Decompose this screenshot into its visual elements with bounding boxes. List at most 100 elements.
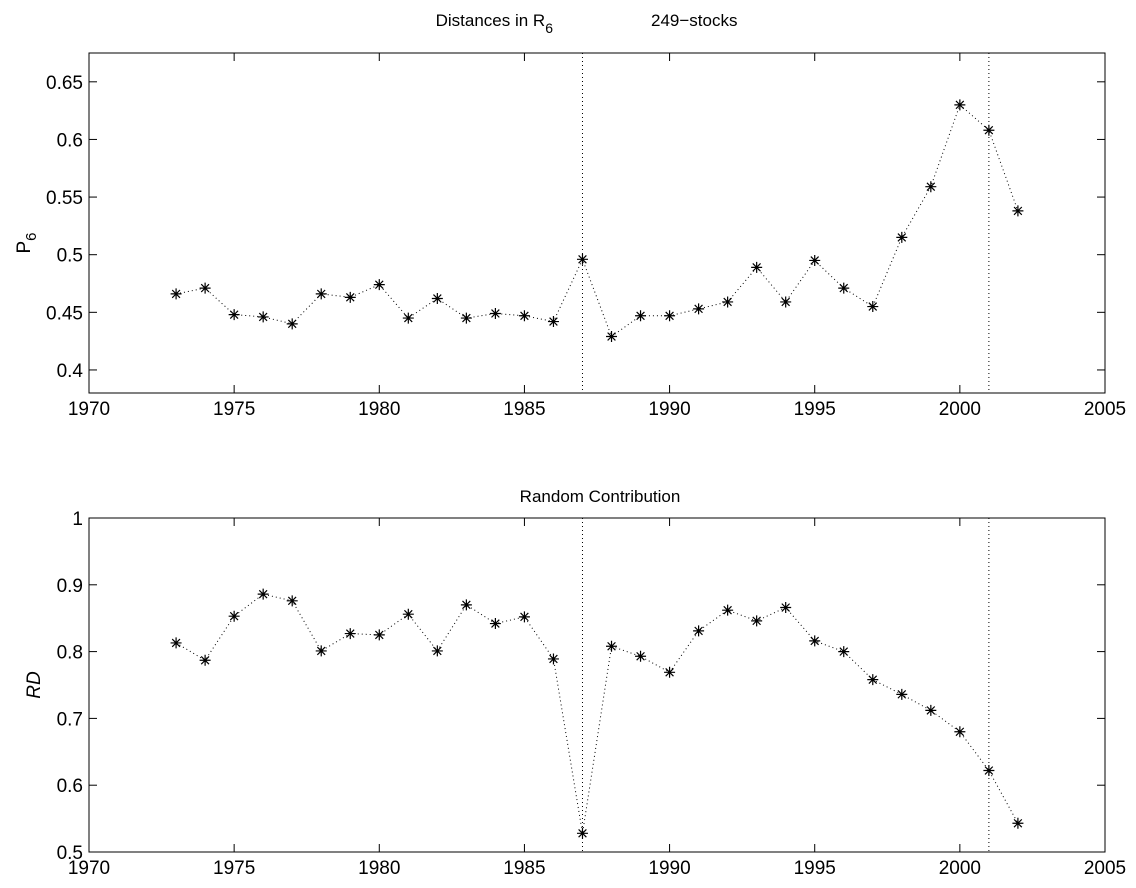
bottom-data-point bbox=[1012, 817, 1024, 829]
top-data-point bbox=[664, 310, 676, 322]
top-data-point bbox=[693, 303, 705, 315]
top-data-point bbox=[228, 309, 240, 321]
bottom-data-point bbox=[838, 646, 850, 658]
top-data-point bbox=[286, 318, 298, 330]
bottom-title: Random Contribution bbox=[520, 487, 681, 506]
bottom-y-tick-label: 0.6 bbox=[57, 776, 83, 797]
top-data-point bbox=[373, 279, 385, 291]
top-title-subscript: 6 bbox=[545, 20, 553, 36]
bottom-x-tick-label: 1980 bbox=[358, 858, 400, 879]
top-ylabel-main: P bbox=[14, 241, 35, 254]
bottom-x-tick-label: 1990 bbox=[648, 858, 690, 879]
top-data-point bbox=[809, 254, 821, 266]
top-title-text: Distances in R6 bbox=[436, 11, 554, 36]
top-y-tick-label: 0.5 bbox=[57, 246, 83, 267]
top-x-tick-label: 1985 bbox=[503, 399, 545, 420]
bottom-axes-box bbox=[88, 517, 1106, 853]
bottom-ylabel: RD bbox=[24, 671, 45, 699]
bottom-data-point bbox=[693, 625, 705, 637]
bottom-data-point bbox=[315, 645, 327, 657]
bottom-y-tick-label: 0.8 bbox=[57, 643, 83, 664]
top-plot-area: 1970 1975 1980 1985 1990 1995 2000 2005 0.4 0.45 0… bbox=[46, 52, 1126, 420]
top-data-point bbox=[257, 311, 269, 323]
bottom-data-point bbox=[431, 645, 443, 657]
bottom-y-tick-label: 1 bbox=[72, 509, 83, 530]
top-title-right: 249−stocks bbox=[651, 11, 737, 30]
bottom-data-point bbox=[170, 637, 182, 649]
top-x-tick-label: 2005 bbox=[1084, 399, 1126, 420]
top-data-point bbox=[489, 307, 501, 319]
bottom-data-point bbox=[635, 650, 647, 662]
bottom-data-point bbox=[257, 588, 269, 600]
bottom-data-point bbox=[460, 599, 472, 611]
bottom-data-point bbox=[199, 654, 211, 666]
top-data-point bbox=[431, 292, 443, 304]
top-data-point bbox=[954, 99, 966, 111]
bottom-data-point bbox=[809, 635, 821, 647]
bottom-x-tick-label: 1995 bbox=[794, 858, 836, 879]
top-x-tick-label: 1980 bbox=[358, 399, 400, 420]
bottom-y-tick-label: 0.9 bbox=[57, 576, 83, 597]
top-data-point bbox=[838, 282, 850, 294]
top-data-point bbox=[518, 310, 530, 322]
top-data-point bbox=[576, 253, 588, 265]
top-data-point bbox=[344, 291, 356, 303]
bottom-x-tick-label: 1970 bbox=[68, 858, 110, 879]
top-y-tick-label: 0.45 bbox=[46, 303, 83, 324]
top-data-point bbox=[635, 310, 647, 322]
bottom-x-tick-label: 2000 bbox=[939, 858, 981, 879]
top-data-point bbox=[170, 288, 182, 300]
bottom-data-point bbox=[606, 640, 618, 652]
top-data-point bbox=[460, 312, 472, 324]
bottom-data-point bbox=[402, 608, 414, 620]
bottom-data-point bbox=[780, 602, 792, 614]
bottom-x-tick-label: 1975 bbox=[213, 858, 255, 879]
top-data-point bbox=[402, 312, 414, 324]
bottom-data-point bbox=[344, 628, 356, 640]
top-title-main: Distances in R bbox=[436, 11, 546, 30]
top-x-tick-label: 1995 bbox=[794, 399, 836, 420]
top-y-tick-label: 0.65 bbox=[46, 73, 83, 94]
bottom-data-point bbox=[867, 674, 879, 686]
top-data-point bbox=[315, 288, 327, 300]
bottom-data-point bbox=[518, 611, 530, 623]
top-data-point bbox=[199, 282, 211, 294]
top-series-line bbox=[176, 104, 1019, 338]
bottom-data-point bbox=[925, 704, 937, 716]
bottom-data-point bbox=[664, 666, 676, 678]
top-data-point bbox=[547, 316, 559, 328]
bottom-x-tick-label: 1985 bbox=[503, 858, 545, 879]
top-ylabel-subscript: 6 bbox=[23, 232, 40, 240]
bottom-data-point bbox=[286, 595, 298, 607]
bottom-y-tick-label: 0.5 bbox=[57, 843, 83, 864]
bottom-data-point bbox=[722, 604, 734, 616]
top-x-tick-label: 1970 bbox=[68, 399, 110, 420]
top-data-point bbox=[867, 301, 879, 313]
top-x-tick-label: 2000 bbox=[939, 399, 981, 420]
top-x-tick-label: 1990 bbox=[648, 399, 690, 420]
bottom-x-tick-label: 2005 bbox=[1084, 858, 1126, 879]
top-data-point bbox=[606, 331, 618, 343]
bottom-data-point bbox=[983, 765, 995, 777]
bottom-data-point bbox=[954, 726, 966, 738]
bottom-data-point bbox=[751, 615, 763, 627]
top-x-tick-label: 1975 bbox=[213, 399, 255, 420]
bottom-data-point bbox=[489, 618, 501, 630]
top-data-point bbox=[1012, 205, 1024, 217]
bottom-data-point bbox=[373, 629, 385, 641]
top-data-point bbox=[722, 296, 734, 308]
top-data-point bbox=[925, 181, 937, 193]
bottom-data-point bbox=[896, 688, 908, 700]
top-data-point bbox=[751, 261, 763, 273]
top-data-point bbox=[780, 296, 792, 308]
bottom-plot-area: 1970 1975 1980 1985 1990 1995 2000 2005 0.5 0.6 0.… bbox=[57, 509, 1127, 879]
bottom-data-point bbox=[576, 827, 588, 839]
top-y-tick-label: 0.55 bbox=[46, 188, 83, 209]
top-axes-box bbox=[88, 52, 1106, 394]
bottom-y-tick-label: 0.7 bbox=[57, 709, 83, 730]
bottom-ylabel-text: RD bbox=[24, 671, 45, 699]
bottom-data-point bbox=[547, 653, 559, 665]
bottom-data-point bbox=[228, 610, 240, 622]
svg-text:P6: P6 bbox=[14, 232, 40, 253]
